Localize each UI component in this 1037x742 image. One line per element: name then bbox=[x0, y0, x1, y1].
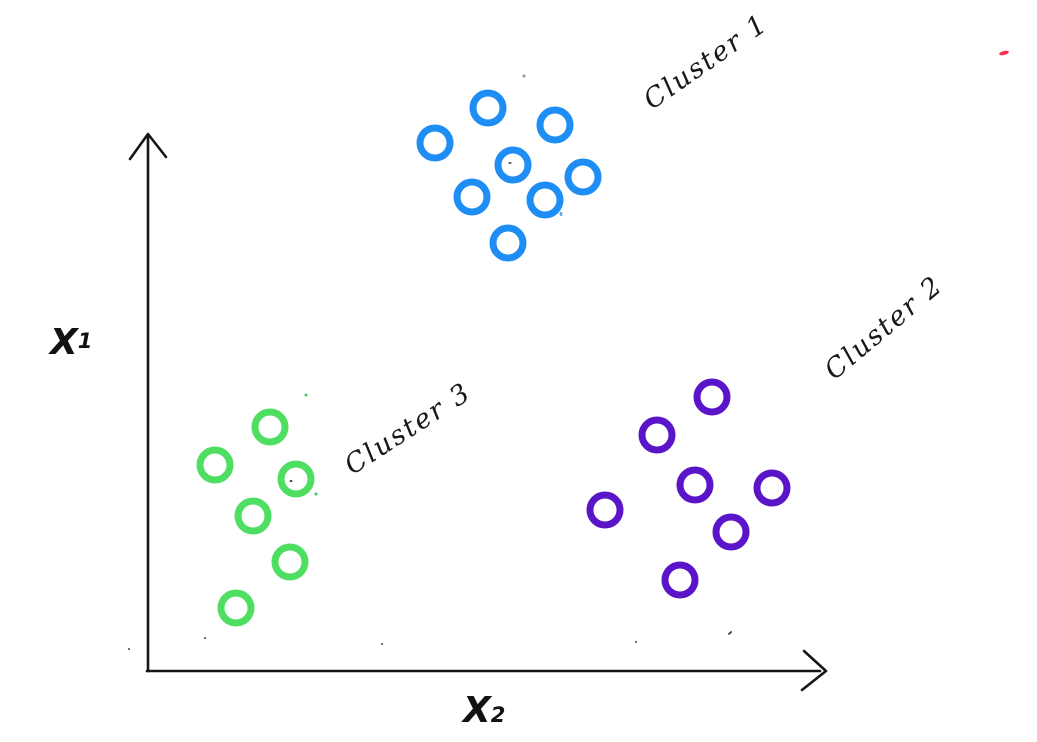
cluster-1-point bbox=[536, 106, 574, 144]
ink-speck bbox=[204, 637, 206, 639]
cluster-2-points bbox=[586, 378, 791, 599]
x-axis-label-subscript: 2 bbox=[490, 703, 506, 727]
cluster-3-point bbox=[196, 446, 234, 484]
ink-speck bbox=[635, 641, 637, 643]
cluster-1-point bbox=[564, 158, 602, 196]
ink-speck bbox=[381, 643, 383, 645]
x-axis-label: X2 bbox=[463, 690, 505, 731]
cluster-2-point bbox=[586, 491, 624, 529]
ink-speck bbox=[289, 480, 293, 482]
cluster-1-points bbox=[416, 89, 602, 262]
ink-specks bbox=[128, 50, 1009, 650]
ink-speck bbox=[128, 648, 130, 650]
cluster-3-point bbox=[234, 497, 272, 535]
y-axis-label: X1 bbox=[50, 322, 92, 363]
axes bbox=[128, 132, 828, 692]
cluster-3-points bbox=[196, 408, 315, 627]
cluster-1-point bbox=[526, 181, 564, 219]
x-axis-label-text: X bbox=[463, 690, 491, 731]
y-axis-label-text: X bbox=[50, 322, 78, 363]
cluster-3-point bbox=[251, 408, 289, 446]
cluster-2-point bbox=[638, 416, 676, 454]
y-axis-label-subscript: 1 bbox=[77, 329, 93, 353]
ink-speck bbox=[999, 50, 1009, 56]
cluster-1-point bbox=[469, 89, 507, 127]
cluster-2-point bbox=[676, 466, 714, 504]
cluster-1-point bbox=[416, 124, 454, 162]
cluster-3-point bbox=[271, 543, 309, 581]
ink-speck bbox=[559, 212, 563, 216]
cluster-3-point bbox=[277, 460, 315, 498]
ink-speck bbox=[508, 162, 512, 164]
cluster-2-point bbox=[661, 561, 699, 599]
cluster-1-point bbox=[494, 146, 532, 184]
cluster-1-point bbox=[453, 178, 491, 216]
cluster-2-point bbox=[693, 378, 731, 416]
ink-speck bbox=[304, 393, 308, 397]
cluster-2-point bbox=[712, 513, 750, 551]
cluster-3-point bbox=[217, 589, 255, 627]
cluster-2-point bbox=[753, 469, 791, 507]
ink-speck bbox=[314, 492, 318, 496]
x-axis-arrowhead-icon bbox=[800, 649, 828, 692]
y-axis-arrowhead-icon bbox=[128, 132, 168, 161]
cluster-1-point bbox=[489, 224, 527, 262]
ink-speck bbox=[522, 74, 526, 78]
ink-speck bbox=[727, 631, 733, 635]
